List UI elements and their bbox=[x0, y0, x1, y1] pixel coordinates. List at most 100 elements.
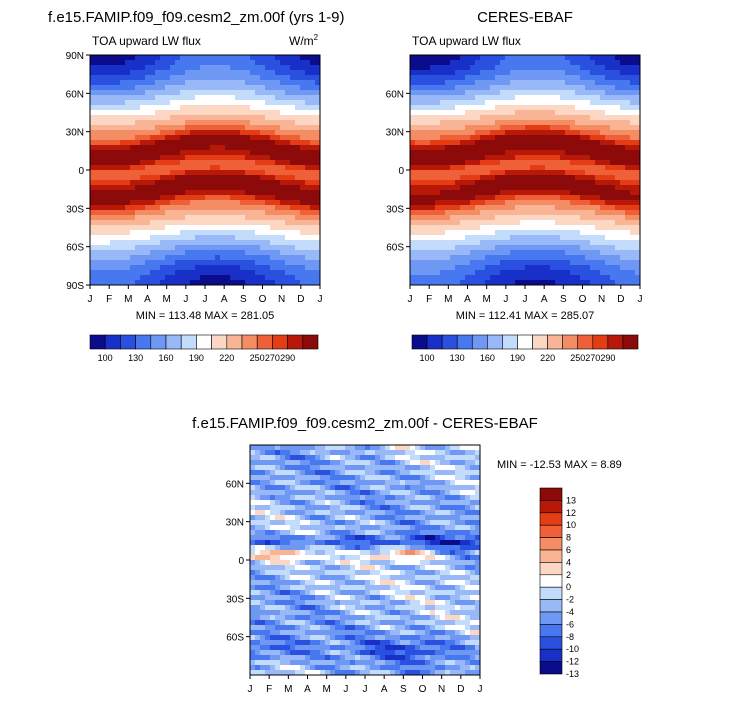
panel-model-field-cell bbox=[255, 130, 261, 136]
panel-model-field-cell bbox=[155, 60, 161, 66]
panel-model-field-cell bbox=[165, 220, 171, 226]
panel-model-field-cell bbox=[220, 155, 226, 161]
panel-model-field-cell bbox=[280, 110, 286, 116]
panel-model-field-cell bbox=[95, 130, 101, 136]
panel-diff-field-cell bbox=[355, 505, 361, 511]
panel-obs-field-cell bbox=[520, 245, 526, 251]
panel-obs-field-cell bbox=[480, 75, 486, 81]
panel-obs-field-cell bbox=[540, 115, 546, 121]
panel-obs-field-cell bbox=[480, 245, 486, 251]
panel-model-field-cell bbox=[310, 220, 316, 226]
panel-diff-field-cell bbox=[290, 510, 296, 516]
panel-obs-field-cell bbox=[535, 245, 541, 251]
panel-model-field-cell bbox=[230, 220, 236, 226]
panel-obs-field-cell bbox=[515, 265, 521, 271]
panel-model-field-cell bbox=[145, 60, 151, 66]
panel-model-field-cell bbox=[110, 230, 116, 236]
panel-model-field-cell bbox=[235, 120, 241, 126]
panel-model-field-cell bbox=[95, 120, 101, 126]
panel-obs-field-cell bbox=[495, 250, 501, 256]
panel-model-field-cell bbox=[120, 100, 126, 106]
panel-obs-field-cell bbox=[410, 185, 416, 191]
panel-diff-field-cell bbox=[265, 470, 271, 476]
panel-obs-field-cell bbox=[490, 225, 496, 231]
panel-obs-field-cell bbox=[430, 140, 436, 146]
panel-obs-field-cell bbox=[615, 125, 621, 131]
panel-model-field-cell bbox=[285, 250, 291, 256]
panel-model-field-cell bbox=[120, 265, 126, 271]
panel-diff-field-cell bbox=[255, 450, 261, 456]
panel-model-field-cell bbox=[160, 255, 166, 261]
panel-model-field-cell bbox=[170, 255, 176, 261]
panel-model-field-cell bbox=[110, 75, 116, 81]
panel-obs-field-cell bbox=[445, 180, 451, 186]
panel-obs-field-cell bbox=[500, 260, 506, 266]
panel-obs-field-cell bbox=[565, 105, 571, 111]
panel-model-field-cell bbox=[260, 210, 266, 216]
panel-obs-field-cell bbox=[625, 230, 631, 236]
panel-diff-field-cell bbox=[335, 470, 341, 476]
panel-model-field-cell bbox=[145, 110, 151, 116]
panel-model-field-cell bbox=[165, 85, 171, 91]
panel-obs-field-cell bbox=[620, 95, 626, 101]
panel-model-field-cell bbox=[150, 270, 156, 276]
panel-obs-field-cell bbox=[495, 260, 501, 266]
panel-obs-field-cell bbox=[530, 180, 536, 186]
panel-model-field-cell bbox=[185, 100, 191, 106]
panel-model-field-cell bbox=[305, 235, 311, 241]
panel-model-field-cell bbox=[300, 90, 306, 96]
panel-model-field-cell bbox=[90, 190, 96, 196]
panel-obs-field-cell bbox=[590, 215, 596, 221]
panel-model-field-cell bbox=[100, 225, 106, 231]
panel-model-units: W/m2 bbox=[289, 33, 319, 48]
panel-obs-field-cell bbox=[565, 220, 571, 226]
panel-obs-field-cell bbox=[480, 275, 486, 281]
panel-model-field-cell bbox=[225, 190, 231, 196]
panel-diff-field-cell bbox=[310, 445, 316, 451]
panel-obs-field-cell bbox=[580, 210, 586, 216]
panel-obs-field-cell bbox=[485, 140, 491, 146]
panel-model-field-cell bbox=[140, 270, 146, 276]
panel-model-field-cell bbox=[225, 180, 231, 186]
panel-obs-field-cell bbox=[500, 90, 506, 96]
panel-model-field-cell bbox=[295, 195, 301, 201]
panel-model-field-cell bbox=[115, 175, 121, 181]
panel-model-field-cell bbox=[295, 170, 301, 176]
panel-model-field-cell bbox=[110, 150, 116, 156]
panel-obs-field-cell bbox=[460, 135, 466, 141]
panel-obs-field-cell bbox=[545, 175, 551, 181]
panel-diff-field-cell bbox=[465, 470, 471, 476]
panel-model-field-cell bbox=[290, 75, 296, 81]
panel-obs-field-cell bbox=[575, 210, 581, 216]
panel-model-field-cell bbox=[205, 190, 211, 196]
panel-diff-field-cell bbox=[395, 500, 401, 506]
panel-obs-field-cell bbox=[480, 105, 486, 111]
panel-model-field-cell bbox=[225, 120, 231, 126]
panel-obs-field-cell bbox=[460, 255, 466, 261]
panel-obs-field-cell bbox=[505, 240, 511, 246]
panel-obs-field-cell bbox=[555, 115, 561, 121]
panel-obs-field-cell bbox=[580, 165, 586, 171]
panel-obs-field-cell bbox=[435, 205, 441, 211]
panel-model-field-cell bbox=[120, 65, 126, 71]
panel-model-field-cell bbox=[180, 185, 186, 191]
panel-model-field-cell bbox=[135, 80, 141, 86]
panel-diff-field-cell bbox=[405, 450, 411, 456]
panel-model-field-cell bbox=[225, 90, 231, 96]
panel-obs-field-cell bbox=[545, 160, 551, 166]
panel-model-field-cell bbox=[100, 125, 106, 131]
panel-model-field-cell bbox=[165, 260, 171, 266]
panel-obs-field-cell bbox=[500, 140, 506, 146]
panel-obs-field-cell bbox=[460, 235, 466, 241]
panel-obs-field-cell bbox=[575, 105, 581, 111]
panel-obs-field-cell bbox=[605, 80, 611, 86]
panel-model-field-cell bbox=[305, 270, 311, 276]
panel-model-field-cell bbox=[180, 165, 186, 171]
panel-model-field-cell bbox=[105, 75, 111, 81]
panel-model-field-cell bbox=[295, 270, 301, 276]
panel-obs-field-cell bbox=[495, 100, 501, 106]
panel-diff-field-cell bbox=[275, 445, 281, 451]
panel-obs-field-cell bbox=[520, 165, 526, 171]
panel-model-field-cell bbox=[230, 180, 236, 186]
panel-obs-field-cell bbox=[485, 270, 491, 276]
